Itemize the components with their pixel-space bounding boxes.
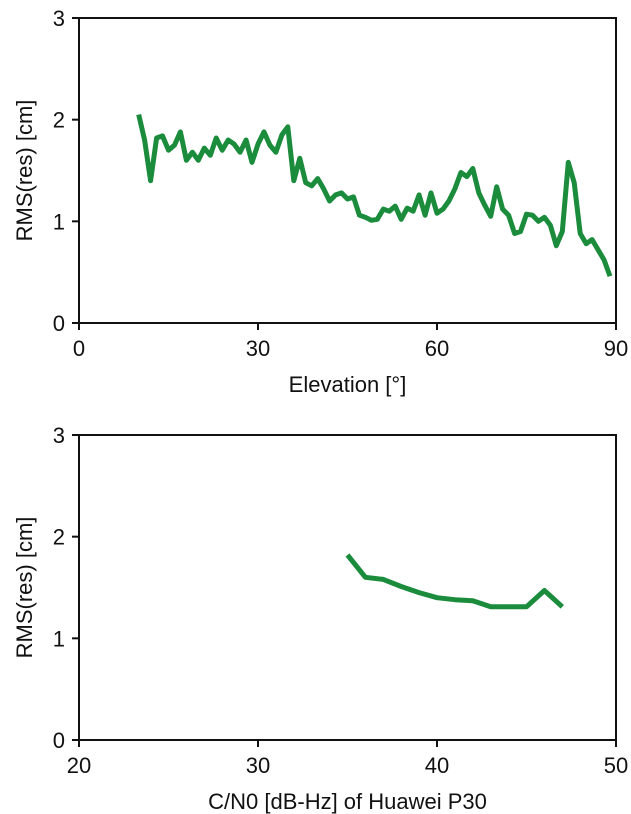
cn0-rms-line [345, 553, 564, 610]
elevation-plot-frame [78, 17, 617, 324]
cn0-x-tick-label: 30 [246, 753, 270, 778]
cn0-x-tick-label: 20 [67, 753, 91, 778]
elevation-x-tick-label: 30 [246, 336, 270, 361]
cn0-y-tick-label: 0 [53, 728, 65, 753]
cn0-y-axis-label: RMS(res) [cm] [12, 517, 37, 659]
cn0-plot-frame [78, 434, 617, 741]
elevation-y-axis-label: RMS(res) [cm] [12, 100, 37, 242]
elevation-x-tick-label: 60 [425, 336, 449, 361]
cn0-y-tick-label: 2 [53, 525, 65, 550]
elevation-x-tick-label: 90 [604, 336, 628, 361]
cn0-panel: 20 30 40 50 0 1 2 3 C/N0 [dB-Hz] of Huawei P30 RM… [12, 423, 628, 814]
cn0-x-axis-label: C/N0 [dB-Hz] of Huawei P30 [208, 789, 487, 814]
elevation-y-tick-label: 2 [53, 108, 65, 133]
cn0-y-tick-label: 1 [53, 626, 65, 651]
elevation-y-tick-label: 1 [53, 209, 65, 234]
elevation-x-axis-label: Elevation [°] [289, 372, 407, 397]
cn0-y-tick-label: 3 [53, 423, 65, 448]
elevation-y-tick-label: 0 [53, 311, 65, 336]
elevation-x-tick-label: 0 [73, 336, 85, 361]
elevation-rms-line [136, 114, 613, 278]
cn0-x-tick-label: 40 [425, 753, 449, 778]
elevation-panel: 0 30 60 90 0 1 2 3 Elevation [°] RMS(res) [cm] [12, 6, 628, 397]
elevation-y-tick-label: 3 [53, 6, 65, 31]
cn0-x-tick-label: 50 [604, 753, 628, 778]
